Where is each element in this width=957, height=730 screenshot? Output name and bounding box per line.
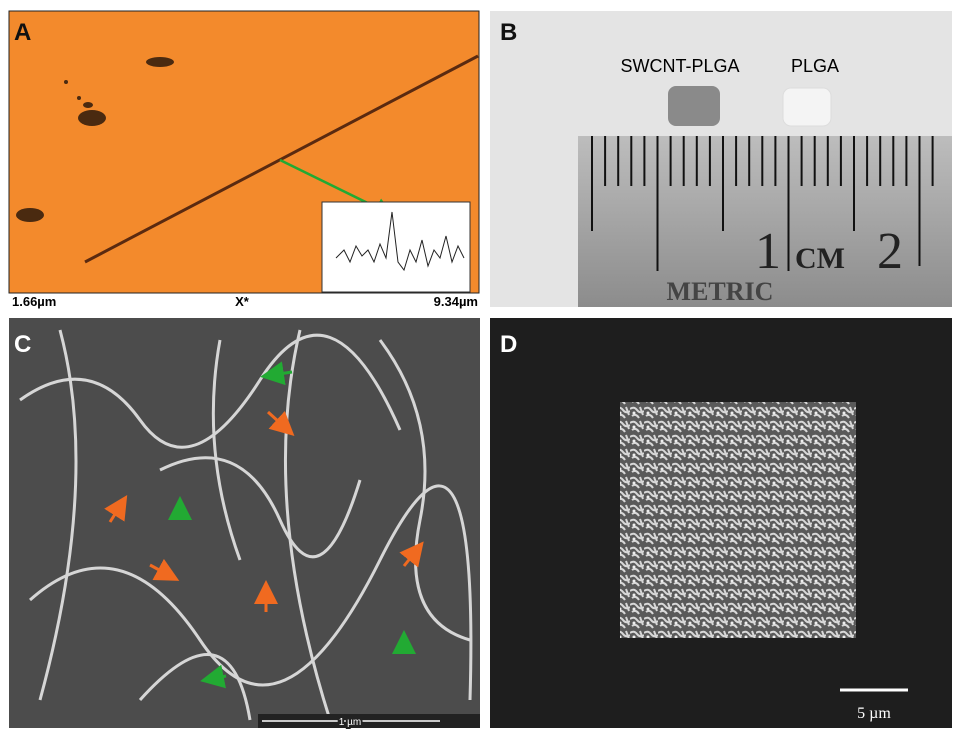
- axis-label: 9.34µm: [434, 294, 478, 309]
- panel-label: D: [500, 331, 517, 358]
- ruler-number: 1: [755, 223, 781, 280]
- ruler-brand: METRIC: [667, 277, 774, 306]
- sample: [783, 88, 831, 126]
- panel-label: A: [14, 19, 31, 46]
- sample: [668, 86, 720, 126]
- panel-d: 5 µm D: [490, 318, 952, 728]
- panel-b: B SWCNT-PLGA PLGA 1 CM 2 METRIC: [490, 11, 952, 307]
- panel-a: A 1.66µm X* 9.34µm: [9, 11, 479, 309]
- ruler-unit: CM: [795, 242, 845, 275]
- panel-c: 1 µm C: [9, 318, 480, 728]
- figure: A 1.66µm X* 9.34µm B SWCNT-PLGA PLGA 1 C…: [0, 0, 957, 730]
- axis-label: 1.66µm: [12, 294, 56, 309]
- panel-label: C: [14, 331, 31, 358]
- sample-label: PLGA: [791, 56, 839, 76]
- scale-label: 5 µm: [857, 705, 891, 722]
- scaffold: [620, 402, 856, 638]
- scale-label: 1 µm: [339, 717, 361, 728]
- sample-label: SWCNT-PLGA: [620, 56, 739, 76]
- axis-label: X*: [235, 294, 250, 309]
- panel-label: B: [500, 19, 517, 46]
- ruler-number: 2: [877, 223, 903, 280]
